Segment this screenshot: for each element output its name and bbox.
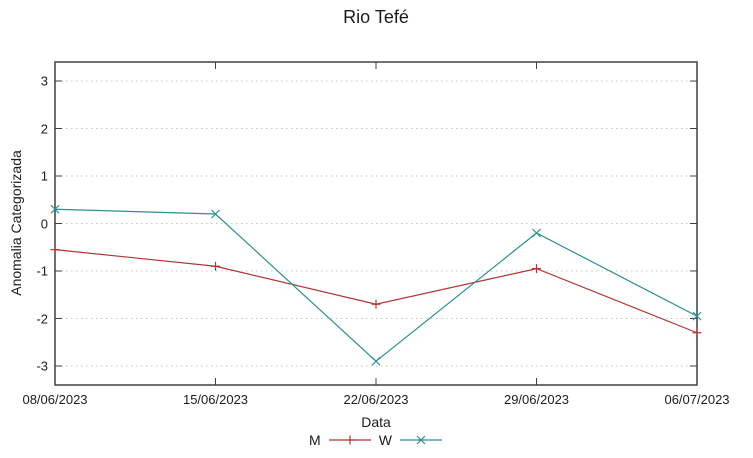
y-tick-label: -2 [36, 311, 48, 326]
x-tick-label: 29/06/2023 [503, 392, 570, 407]
x-tick-label: 15/06/2023 [182, 392, 249, 407]
x-tick-label: 08/06/2023 [22, 392, 88, 407]
y-tick-label: 0 [40, 216, 48, 231]
chart-title: Rio Tefé [343, 7, 409, 27]
legend-cross-swatch-icon [399, 435, 442, 445]
y-tick-label: 3 [40, 73, 48, 89]
legend-plus-swatch-icon [328, 435, 371, 445]
legend-series-label: W [378, 432, 392, 448]
x-tick-label: 06/07/2023 [664, 392, 730, 407]
y-tick-label: 1 [40, 168, 48, 184]
x-axis-label: Data [361, 414, 391, 430]
x-tick-label: 22/06/2023 [343, 392, 409, 407]
legend-entry-W: W [379, 432, 443, 448]
legend-entry-M: M [309, 432, 372, 448]
legend-series-label: M [309, 432, 321, 448]
y-tick-label: 2 [40, 121, 48, 136]
y-tick-label: -1 [36, 263, 48, 279]
y-tick-label: -3 [36, 358, 48, 374]
